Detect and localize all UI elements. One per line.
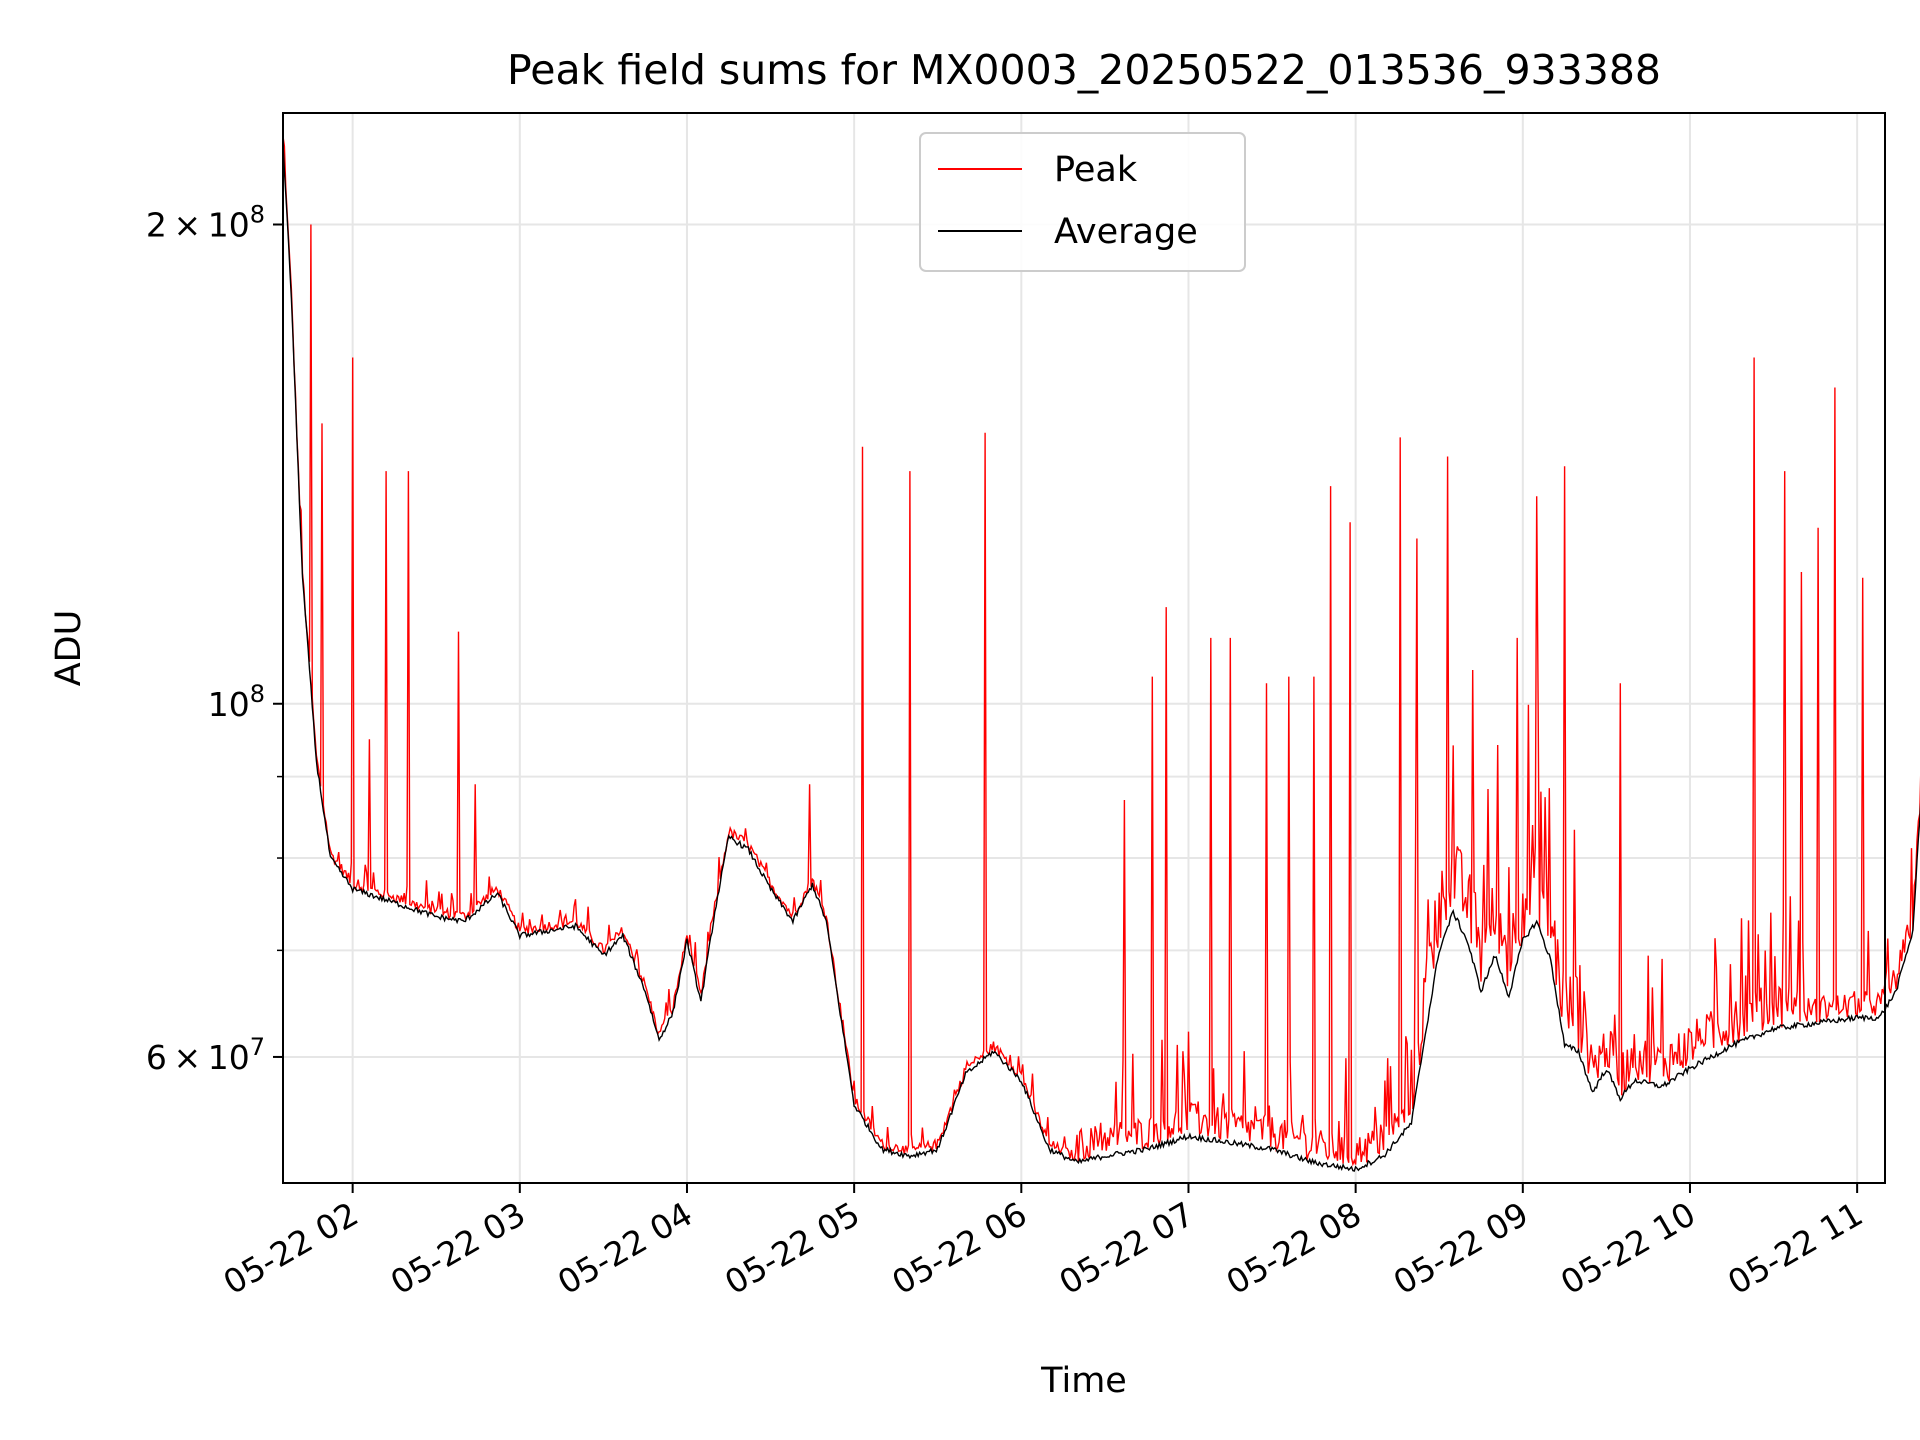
y-tick-label: 6 × 107: [146, 1033, 265, 1077]
x-tick-label: 05-22 09: [1387, 1194, 1535, 1302]
x-tick-label: 05-22 05: [718, 1194, 866, 1302]
x-tick-label: 05-22 10: [1554, 1194, 1702, 1302]
y-axis-label: ADU: [49, 610, 89, 687]
x-tick-label: 05-22 03: [384, 1194, 532, 1302]
legend-label-average: Average: [1054, 212, 1198, 252]
y-tick-label: 2 × 108: [146, 201, 265, 245]
x-tick-label: 05-22 02: [217, 1194, 365, 1302]
x-tick-label: 05-22 11: [1721, 1194, 1869, 1302]
plot-frame: [282, 112, 1886, 1184]
grid: [283, 113, 1885, 1183]
legend-box: [919, 132, 1246, 272]
ticks: 05-22 02 05-22 03 05-22 04 05-22 05 05-22 06…: [146, 201, 1869, 1303]
plot-lines: [282, 136, 1920, 1172]
x-tick-label: 05-22 04: [551, 1194, 699, 1302]
legend: Peak Average: [919, 132, 1246, 272]
x-tick-label: 05-22 06: [885, 1194, 1033, 1302]
series-line-average: [282, 143, 1920, 1172]
legend-label-peak: Peak: [1054, 150, 1138, 190]
series-line-peak: [282, 136, 1920, 1167]
x-tick-label: 05-22 07: [1052, 1194, 1200, 1302]
x-axis-label: Time: [1040, 1361, 1127, 1401]
chart-title: Peak field sums for MX0003_20250522_0135…: [507, 46, 1661, 94]
x-tick-label: 05-22 08: [1220, 1194, 1368, 1302]
y-tick-label: 108: [208, 680, 265, 724]
